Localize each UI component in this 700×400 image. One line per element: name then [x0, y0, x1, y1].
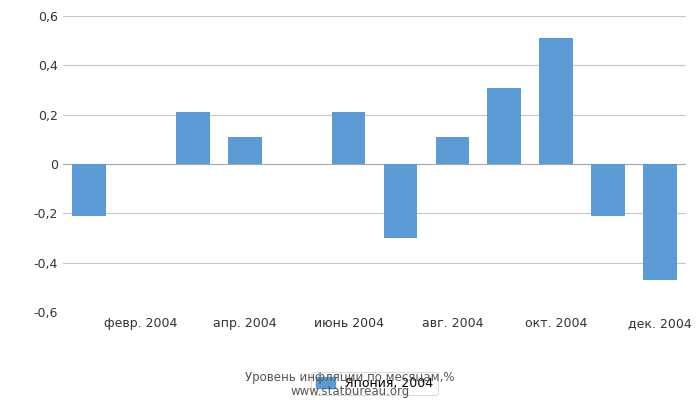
Bar [228, 137, 262, 164]
Legend: Япония, 2004: Япония, 2004 [311, 372, 438, 394]
Bar [643, 164, 677, 280]
Bar [487, 88, 522, 164]
Bar [384, 164, 417, 238]
Bar [176, 112, 210, 164]
Text: Уровень инфляции по месяцам,%: Уровень инфляции по месяцам,% [245, 372, 455, 384]
Bar [435, 137, 469, 164]
Bar [592, 164, 625, 216]
Text: www.statbureau.org: www.statbureau.org [290, 386, 410, 398]
Bar [539, 38, 573, 164]
Bar [72, 164, 106, 216]
Bar [332, 112, 365, 164]
